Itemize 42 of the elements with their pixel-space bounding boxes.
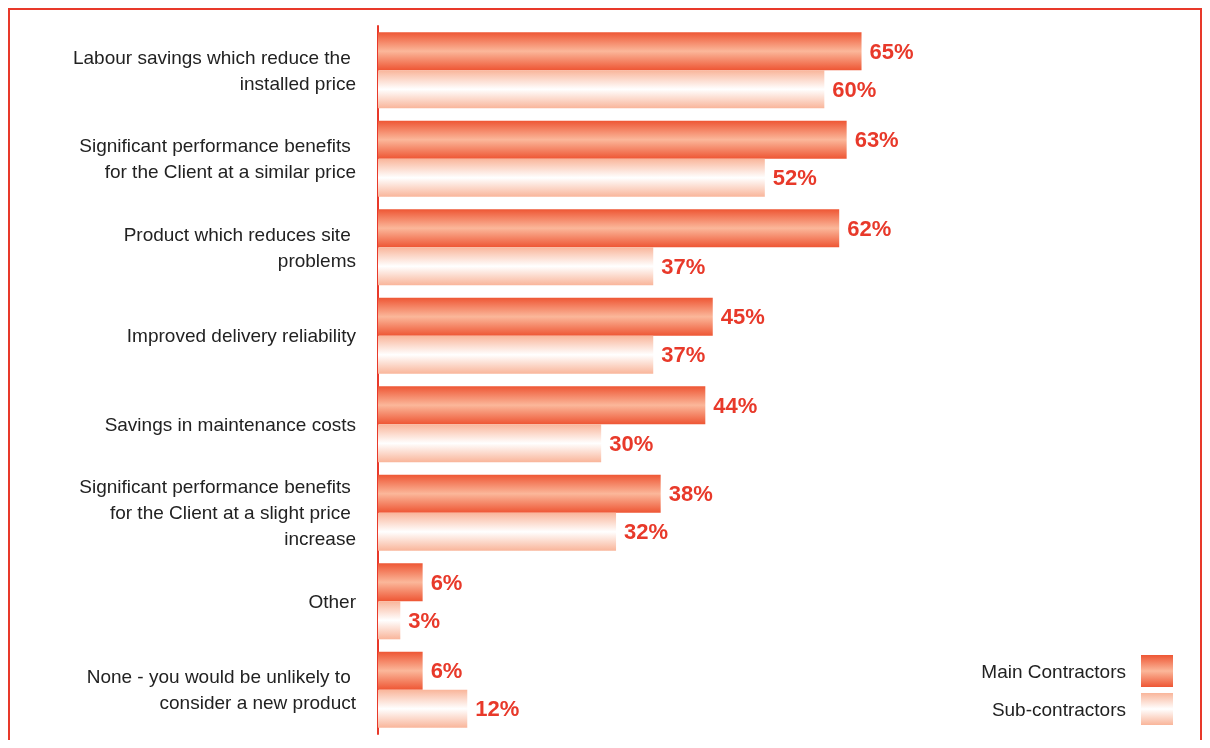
data-label: 52% bbox=[772, 165, 817, 191]
legend-label: Sub-contractors bbox=[991, 698, 1126, 720]
bar bbox=[378, 601, 401, 640]
bar bbox=[378, 474, 661, 513]
bar bbox=[378, 563, 423, 602]
data-label: 37% bbox=[661, 342, 706, 368]
bar bbox=[378, 651, 423, 690]
bar bbox=[378, 158, 765, 197]
bar bbox=[378, 424, 602, 463]
data-label: 6% bbox=[430, 658, 463, 684]
data-label: 45% bbox=[720, 304, 765, 330]
bar bbox=[378, 512, 617, 551]
bar bbox=[378, 689, 468, 728]
data-label: 3% bbox=[408, 607, 441, 633]
y-tick-label: Significant performance benefits for the Client at a slight price increase bbox=[79, 476, 356, 550]
data-label: 44% bbox=[713, 392, 758, 418]
y-tick-label: None - you would be unlikely to consider a new product bbox=[86, 666, 357, 714]
data-label: 65% bbox=[869, 38, 914, 64]
bar bbox=[378, 32, 862, 71]
data-label: 6% bbox=[430, 569, 463, 595]
y-tick-label: Significant performance benefits for the Client at a similar price bbox=[79, 135, 356, 183]
bar bbox=[378, 297, 713, 336]
bar bbox=[378, 209, 840, 248]
y-tick-label: Labour savings which reduce the installed price bbox=[72, 46, 356, 94]
bar bbox=[378, 335, 654, 374]
y-tick-label: Savings in maintenance costs bbox=[104, 413, 356, 435]
data-label: 62% bbox=[847, 215, 892, 241]
data-label: 38% bbox=[668, 481, 713, 507]
data-label: 30% bbox=[609, 430, 654, 456]
y-tick-label: Other bbox=[308, 590, 357, 612]
bar bbox=[378, 120, 847, 159]
data-label: 63% bbox=[854, 127, 899, 153]
data-label: 32% bbox=[624, 519, 669, 545]
data-label: 37% bbox=[661, 253, 706, 279]
legend-label: Main Contractors bbox=[981, 660, 1126, 682]
bar bbox=[378, 247, 654, 286]
y-tick-label: Product which reduces site problems bbox=[123, 223, 356, 271]
bar bbox=[378, 386, 706, 425]
bar bbox=[378, 70, 825, 109]
y-tick-label: Improved delivery reliability bbox=[126, 325, 357, 347]
data-label: 12% bbox=[475, 696, 520, 722]
data-label: 60% bbox=[832, 76, 877, 102]
